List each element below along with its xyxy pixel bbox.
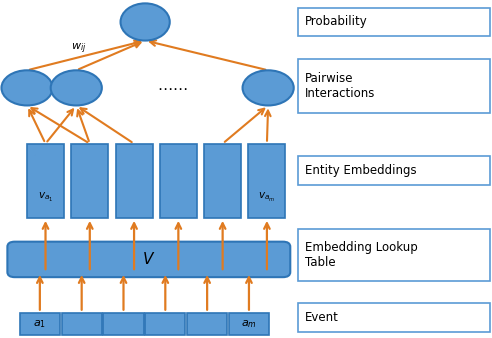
FancyBboxPatch shape — [7, 242, 290, 277]
FancyBboxPatch shape — [298, 229, 490, 281]
Ellipse shape — [121, 3, 170, 41]
Text: $a_1$: $a_1$ — [33, 318, 46, 330]
FancyBboxPatch shape — [71, 144, 108, 218]
FancyBboxPatch shape — [204, 144, 241, 218]
FancyBboxPatch shape — [187, 313, 227, 335]
FancyBboxPatch shape — [20, 313, 60, 335]
Text: $v_{a_1}$: $v_{a_1}$ — [38, 191, 53, 204]
FancyBboxPatch shape — [298, 59, 490, 113]
FancyBboxPatch shape — [298, 156, 490, 185]
Text: Event: Event — [305, 311, 339, 324]
FancyBboxPatch shape — [229, 313, 269, 335]
FancyBboxPatch shape — [160, 144, 197, 218]
Ellipse shape — [51, 70, 102, 105]
FancyBboxPatch shape — [298, 7, 490, 36]
Ellipse shape — [1, 70, 53, 105]
FancyBboxPatch shape — [103, 313, 144, 335]
Ellipse shape — [243, 70, 294, 105]
FancyBboxPatch shape — [298, 304, 490, 332]
Text: Embedding Lookup
Table: Embedding Lookup Table — [305, 241, 418, 269]
Text: $a_m$: $a_m$ — [241, 318, 257, 330]
Text: $v_{a_m}$: $v_{a_m}$ — [258, 191, 276, 204]
Text: $V$: $V$ — [142, 251, 155, 267]
FancyBboxPatch shape — [27, 144, 64, 218]
FancyBboxPatch shape — [145, 313, 185, 335]
FancyBboxPatch shape — [62, 313, 102, 335]
Text: $\cdots\cdots$: $\cdots\cdots$ — [157, 80, 187, 95]
FancyBboxPatch shape — [116, 144, 153, 218]
Text: $w_{ij}$: $w_{ij}$ — [71, 42, 87, 56]
Text: Probability: Probability — [305, 16, 368, 28]
Text: Pairwise
Interactions: Pairwise Interactions — [305, 72, 375, 100]
FancyBboxPatch shape — [248, 144, 285, 218]
Text: Entity Embeddings: Entity Embeddings — [305, 164, 417, 177]
